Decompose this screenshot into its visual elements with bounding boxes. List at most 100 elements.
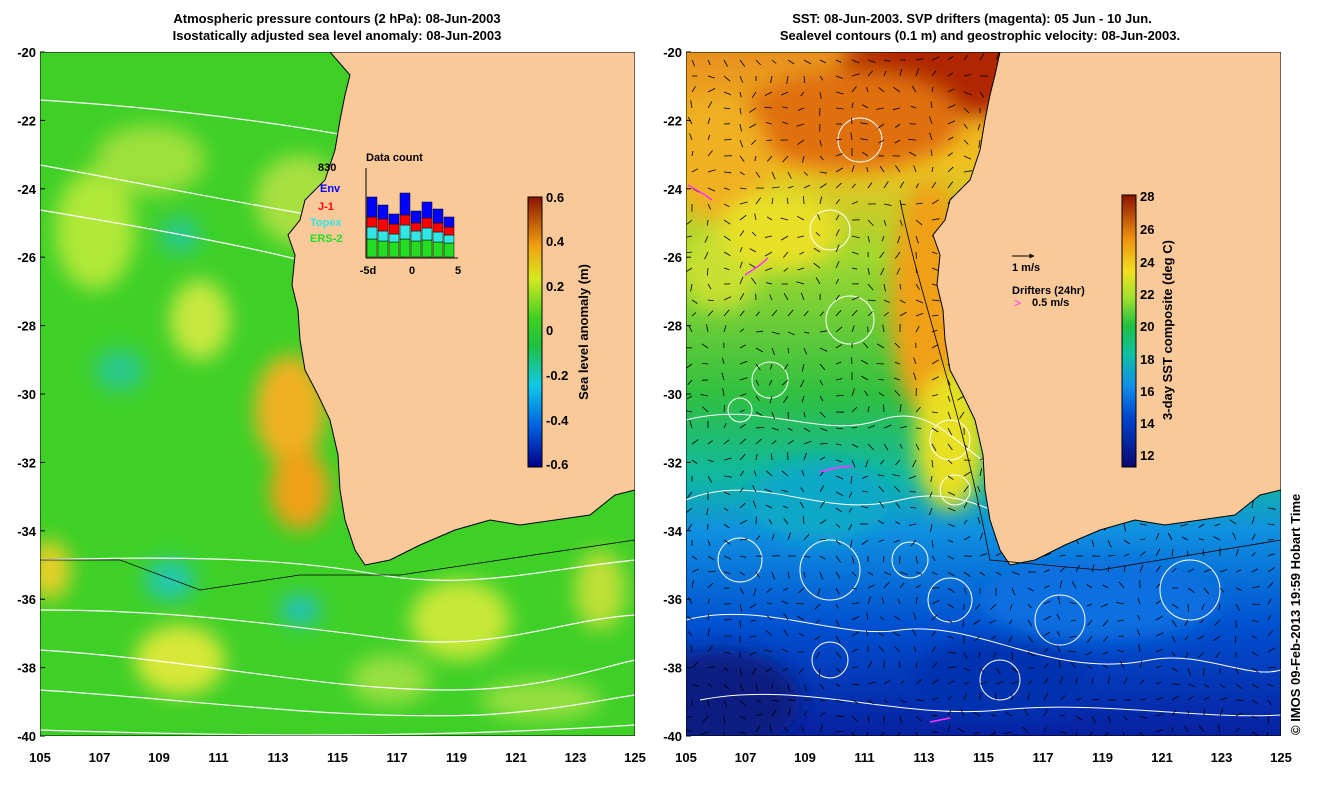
inset-bar-segment [444, 227, 454, 235]
left-title-line2: Isostatically adjusted sea level anomaly… [173, 28, 502, 43]
right-xtick-label: 123 [1211, 750, 1233, 765]
sst-tick-3: 22 [1140, 287, 1154, 302]
velocity-arrow [766, 140, 772, 141]
sla-tick-0: 0.6 [546, 190, 564, 205]
right-ytick-label: -34 [663, 524, 683, 539]
right-ytick-label: -38 [663, 661, 682, 676]
velocity-arrow [724, 732, 725, 738]
left-xtick-label: 107 [89, 750, 111, 765]
sst-tick-8: 12 [1140, 448, 1154, 463]
inset-bar-segment [400, 215, 410, 225]
sla-tick-6: -0.6 [546, 457, 568, 472]
inset-bar-segment [389, 214, 399, 224]
inset-bar-segment [422, 240, 432, 257]
sla-colorbar-label: Sea level anomaly (m) [576, 264, 591, 400]
velocity-arrow [852, 118, 853, 124]
left-ytick-label: -28 [17, 319, 36, 334]
velocity-arrow [916, 388, 917, 396]
sea-level-anomaly-map [30, 52, 635, 736]
sst-colorbar-label: 3-day SST composite (deg C) [1160, 240, 1175, 420]
inset-bar-segment [433, 209, 443, 223]
sst-map [640, 25, 1281, 750]
right-xtick-label: 121 [1151, 750, 1173, 765]
left-xtick-label: 117 [387, 750, 408, 765]
inset-bar-segment [400, 225, 410, 239]
inset-bar-segment [367, 197, 377, 217]
inset-bar-segment [433, 223, 443, 232]
sla-tick-5: -0.4 [546, 413, 569, 428]
sla-tick-4: -0.2 [546, 368, 568, 383]
inset-bar-segment [400, 239, 410, 257]
left-ytick-label: -32 [17, 455, 36, 470]
right-xtick-label: 113 [914, 750, 935, 765]
inset-bar-segment [433, 232, 443, 242]
left-title-line1: Atmospheric pressure contours (2 hPa): 0… [173, 11, 500, 26]
velocity-arrow [884, 405, 885, 413]
right-ytick-label: -32 [663, 455, 682, 470]
australia-land-right [933, 52, 1281, 565]
inset-bar-segment [411, 241, 421, 257]
legend-env: Env [320, 183, 341, 195]
inset-bar-segment [389, 224, 399, 234]
left-xtick-label: 119 [446, 750, 467, 765]
sst-tick-4: 20 [1140, 319, 1154, 334]
inset-bar-segment [422, 228, 432, 240]
inset-bar-segment [411, 231, 421, 241]
inset-bar-segment [422, 202, 432, 218]
right-ytick-label: -22 [663, 113, 682, 128]
right-xtick-label: 109 [794, 750, 816, 765]
inset-bar-segment [411, 223, 421, 231]
sla-tick-3: 0 [546, 323, 553, 338]
right-ytick-label: -26 [663, 250, 682, 265]
sst-tick-5: 18 [1140, 352, 1154, 367]
drifter-key-title: Drifters (24hr) [1012, 285, 1085, 297]
left-ytick-label: -30 [17, 387, 36, 402]
legend-j1: J-1 [318, 201, 334, 213]
right-xtick-label: 125 [1270, 750, 1292, 765]
credit-text: © IMOS 09-Feb-2013 19:59 Hobart Time [1288, 494, 1303, 735]
left-xtick-label: 105 [29, 750, 51, 765]
right-title-line1: SST: 08-Jun-2003. SVP drifters (magenta)… [792, 11, 1152, 26]
velocity-arrow [900, 662, 901, 669]
right-ytick-label: -40 [663, 729, 682, 744]
inset-bar-segment [378, 241, 388, 257]
sst-tick-0: 28 [1140, 189, 1154, 204]
inset-bar-segment [378, 205, 388, 219]
velocity-key-label: 1 m/s [1012, 262, 1040, 274]
left-xtick-label: 123 [565, 750, 587, 765]
left-xtick-label: 109 [148, 750, 170, 765]
sst-tick-2: 24 [1140, 255, 1155, 270]
legend-ers2: ERS-2 [310, 233, 342, 245]
left-ytick-label: -40 [17, 729, 36, 744]
inset-bar-segment [367, 217, 377, 227]
left-xtick-label: 113 [268, 750, 289, 765]
inset-bar-segment [444, 235, 454, 243]
sla-tick-1: 0.4 [546, 234, 565, 249]
velocity-arrow [1012, 652, 1013, 660]
velocity-arrow [877, 364, 884, 365]
left-xtick-label: 121 [505, 750, 527, 765]
sla-tick-2: 0.2 [546, 279, 564, 294]
legend-topex: Topex [310, 217, 342, 229]
left-ytick-label: -20 [17, 45, 36, 60]
right-ytick-label: -20 [663, 45, 682, 60]
left-xtick-label: 125 [624, 750, 646, 765]
drifter-key-arrow-icon: > [1014, 296, 1021, 310]
drifter-key-label: 0.5 m/s [1032, 297, 1069, 309]
right-xtick-label: 119 [1092, 750, 1113, 765]
right-xtick-label: 115 [973, 750, 994, 765]
inset-xtick-5: 5 [455, 265, 461, 277]
inset-bar-segment [378, 219, 388, 231]
right-ytick-label: -28 [663, 319, 682, 334]
left-ytick-label: -34 [17, 524, 37, 539]
inset-bar-segment [444, 217, 454, 227]
velocity-arrow [852, 357, 853, 364]
right-xtick-label: 111 [854, 750, 874, 765]
left-ytick-label: -26 [17, 250, 36, 265]
inset-bar-segment [422, 218, 432, 228]
velocity-arrow [916, 428, 921, 429]
data-count-number: 830 [318, 162, 336, 174]
inset-xtick-neg5: -5d [360, 265, 377, 277]
right-ytick-label: -36 [663, 592, 682, 607]
